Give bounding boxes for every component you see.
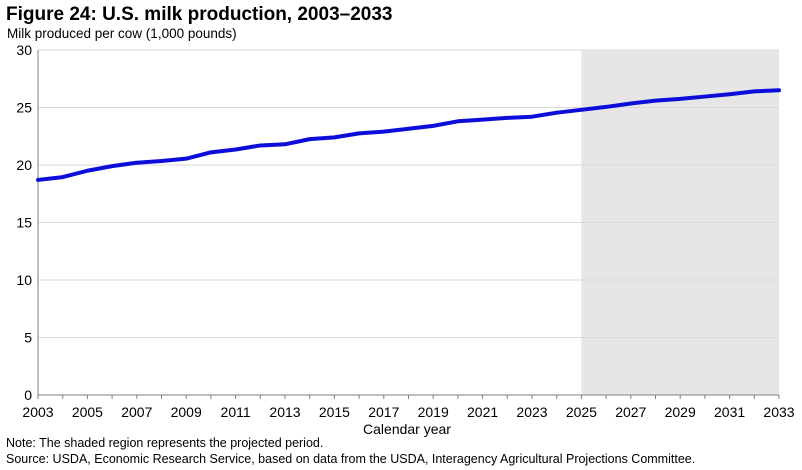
x-tick-label: 2005 xyxy=(72,404,103,420)
y-tick-label: 5 xyxy=(24,330,32,346)
x-tick-label: 2023 xyxy=(516,404,547,420)
data-point xyxy=(308,137,312,141)
data-point xyxy=(703,95,707,99)
data-point xyxy=(184,157,188,161)
x-tick-label: 2029 xyxy=(665,404,696,420)
x-tick-label: 2009 xyxy=(171,404,202,420)
data-point xyxy=(135,161,139,165)
y-axis-label: Milk produced per cow (1,000 pounds) xyxy=(7,26,237,41)
x-tick-label: 2031 xyxy=(714,404,745,420)
data-point xyxy=(579,108,583,112)
x-tick-label: 2025 xyxy=(566,404,597,420)
data-point xyxy=(505,116,509,120)
data-point xyxy=(407,127,411,131)
y-tick-label: 30 xyxy=(16,42,32,58)
data-point xyxy=(777,88,781,92)
data-point xyxy=(357,131,361,135)
data-point xyxy=(678,97,682,101)
y-tick-label: 10 xyxy=(16,272,32,288)
x-tick-label: 2003 xyxy=(22,404,53,420)
data-point xyxy=(332,135,336,139)
data-point xyxy=(85,169,89,173)
figure-source: Source: USDA, Economic Research Service,… xyxy=(6,452,696,466)
x-tick-label: 2015 xyxy=(319,404,350,420)
chart-title: Figure 24: U.S. milk production, 2003–20… xyxy=(6,4,393,25)
data-point xyxy=(555,111,559,115)
data-point xyxy=(382,130,386,134)
x-tick-label: 2027 xyxy=(615,404,646,420)
data-point xyxy=(752,89,756,93)
data-point xyxy=(234,147,238,151)
data-point xyxy=(36,178,40,182)
x-tick-label: 2017 xyxy=(368,404,399,420)
x-tick-label: 2019 xyxy=(418,404,449,420)
data-point xyxy=(481,118,485,122)
series-line xyxy=(36,88,781,182)
data-point xyxy=(604,105,608,109)
y-tick-label: 20 xyxy=(16,157,32,173)
axes xyxy=(37,50,780,399)
x-tick-label: 2011 xyxy=(221,404,251,420)
x-tick-label: 2007 xyxy=(121,404,152,420)
gridlines xyxy=(38,49,779,338)
y-tick-label: 25 xyxy=(16,100,32,116)
data-point xyxy=(456,119,460,123)
data-point xyxy=(728,92,732,96)
data-point xyxy=(530,115,534,119)
data-point xyxy=(431,124,435,128)
x-axis-label: Calendar year xyxy=(363,421,451,437)
data-point xyxy=(283,142,287,146)
x-tick-label: 2013 xyxy=(269,404,300,420)
y-tick-label: 0 xyxy=(24,387,32,403)
data-point xyxy=(209,150,213,154)
data-point xyxy=(160,159,164,163)
data-point xyxy=(654,99,658,103)
data-point xyxy=(110,164,114,168)
data-point xyxy=(629,101,633,105)
data-point xyxy=(61,175,65,179)
data-point xyxy=(258,143,262,147)
series-layer xyxy=(36,88,781,182)
x-tick-label: 2021 xyxy=(467,404,498,420)
y-tick-label: 15 xyxy=(16,215,32,231)
x-tick-label: 2033 xyxy=(763,404,794,420)
figure-note: Note: The shaded region represents the p… xyxy=(6,436,324,450)
